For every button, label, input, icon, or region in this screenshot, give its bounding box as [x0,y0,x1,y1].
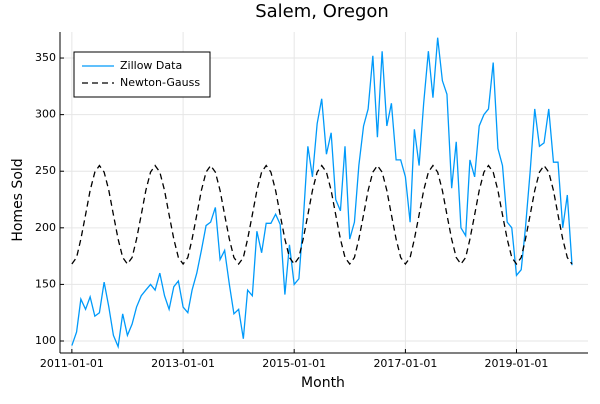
x-tick-label: 2011-01-01 [40,357,104,370]
y-tick-label: 150 [35,277,56,290]
y-tick-label: 100 [35,334,56,347]
y-tick-label: 200 [35,221,56,234]
legend-label: Zillow Data [120,59,182,72]
y-tick-label: 350 [35,51,56,64]
y-axis-label: Homes Sold [10,158,26,241]
series-line [71,37,573,350]
legend-box [73,51,211,98]
chart-title: Salem, Oregon [255,1,389,22]
y-tick-label: 300 [35,108,56,121]
x-axis-label: Month [301,375,345,391]
x-tick-label: 2015-01-01 [262,357,326,370]
y-tick-label: 250 [35,164,56,177]
x-tick-label: 2019-01-01 [485,357,549,370]
legend-label: Newton-Gauss [120,76,200,89]
series-line [71,164,573,266]
x-tick-label: 2013-01-01 [151,357,215,370]
x-tick-label: 2017-01-01 [373,357,437,370]
legend: Zillow Data Newton-Gauss [73,51,211,98]
